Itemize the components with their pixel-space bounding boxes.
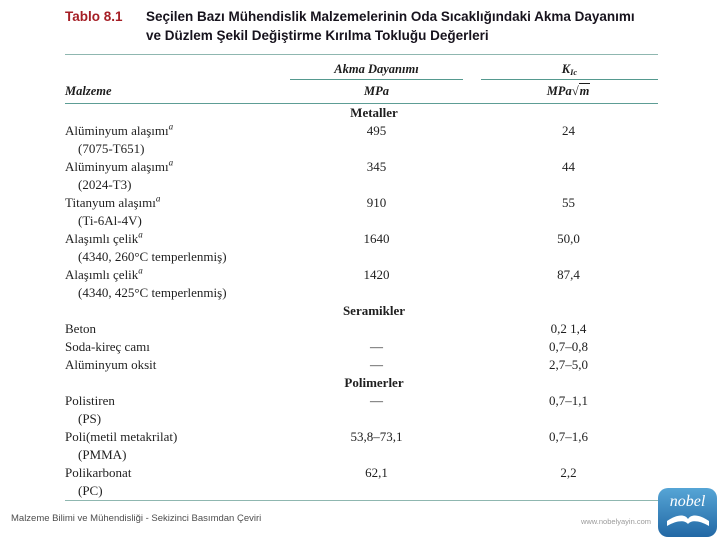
material-name: Polikarbonat (PC) [65,464,290,500]
table-row: Polikarbonat (PC) 62,1 2,2 [65,464,658,500]
material-designation: (4340, 260°C temperlenmiş) [78,249,227,265]
column-group-header-row: Akma Dayanımı KIc [65,55,658,81]
material-designation: (4340, 425°C temperlenmiş) [78,285,227,301]
footnote-marker: a [138,265,143,276]
table-title-text: Seçilen Bazı Mühendislik Malzemelerinin … [146,9,635,43]
open-book-icon [666,515,709,526]
table-row: Alaşımlı çelika (4340, 425°C temperlenmi… [65,266,658,302]
rule-header-bottom [65,103,658,105]
table-caption: Tablo 8.1 Seçilen Bazı Mühendislik Malze… [65,8,658,45]
material-designation: (PMMA) [78,447,127,463]
yield-strength-value: 1640 [363,231,390,247]
rule-top [65,54,658,56]
publisher-url: www.nobelyayin.com [580,517,651,526]
yield-strength-value: — [370,357,383,373]
table-row: Alüminyum alaşımıa (2024-T3) 345 44 [65,158,658,194]
yield-strength-value: 345 [366,159,387,175]
fracture-toughness-value: 2,7–5,0 [549,357,588,373]
material-name: Beton [65,321,97,337]
material-name: Alüminyum oksit [65,357,157,373]
material-name: Alaşımlı çelika (4340, 425°C temperlenmi… [65,266,290,302]
material-name: Alüminyum alaşımıa (2024-T3) [65,158,290,194]
sqrt-radicand: m [578,83,591,99]
nobel-publisher-logo: nobel [658,488,717,537]
materials-table: Tablo 8.1 Seçilen Bazı Mühendislik Malze… [65,8,658,502]
yield-unit-header: MPa [364,84,389,99]
table-row: Alaşımlı çelika (4340, 260°C temperlenmi… [65,230,658,266]
yield-strength-value: 495 [366,123,387,139]
yield-strength-value: — [370,393,383,409]
table-row: Alüminyum oksit — 2,7–5,0 [65,356,658,374]
material-designation: (7075-T651) [78,141,145,157]
fracture-toughness-value: 0,7–1,6 [549,429,588,445]
material-designation: (PS) [78,411,102,427]
toughness-unit-header: MPa√m [546,83,591,99]
fracture-toughness-value: 0,7–0,8 [549,339,588,355]
material-designation: (2024-T3) [78,177,132,193]
table-row: Alüminyum alaşımıa (7075-T651) 495 24 [65,122,658,158]
footnote-marker: a [168,121,174,132]
yield-strength-value: — [370,339,383,355]
fracture-toughness-value: 0,7–1,1 [549,393,588,409]
material-designation: (PC) [78,483,103,499]
table-row: Poli(metil metakrilat) (PMMA) 53,8–73,1 … [65,428,658,464]
book-title-footer: Malzeme Bilimi ve Mühendisliği - Sekizin… [11,513,262,524]
material-designation: (Ti-6Al-4V) [78,213,142,229]
material-name: Alüminyum alaşımıa (7075-T651) [65,122,290,158]
material-name: Alaşımlı çelika (4340, 260°C temperlenmi… [65,230,290,266]
table-row: Titanyum alaşımıa (Ti-6Al-4V) 910 55 [65,194,658,230]
section-header-metals: Metaller [350,105,398,121]
fracture-toughness-value: 55 [562,195,575,211]
fracture-toughness-value: 2,2 [560,465,577,481]
yield-strength-value: 62,1 [365,465,388,481]
yield-strength-value: 910 [366,195,387,211]
material-name: Poli(metil metakrilat) (PMMA) [65,428,290,464]
sqrt-symbol: √ [571,84,579,99]
material-name: Titanyum alaşımıa (Ti-6Al-4V) [65,194,290,230]
footnote-marker: a [155,193,161,204]
table-row: Soda-kireç camı — 0,7–0,8 [65,338,658,356]
footnote-marker: a [138,229,143,240]
material-column-header: Malzeme [65,84,112,99]
fracture-toughness-group-header: KIc [481,62,658,81]
spacer-cell [65,62,290,80]
table-row: Polistiren (PS) — 0,7–1,1 [65,392,658,428]
fracture-toughness-value: 50,0 [557,231,580,247]
fracture-toughness-value: 87,4 [557,267,580,283]
nobel-logo-wordmark: nobel [669,493,706,510]
fracture-toughness-value: 44 [562,159,575,175]
yield-strength-group-header: Akma Dayanımı [290,62,463,81]
rule-bottom [65,500,658,502]
yield-strength-value: 53,8–73,1 [350,429,403,445]
yield-strength-value: 1420 [363,267,390,283]
section-header-polymers: Polimerler [344,375,404,391]
fracture-toughness-value: 24 [562,123,575,139]
fracture-toughness-value: 0,2 1,4 [550,321,587,337]
table-row: Beton 0,2 1,4 [65,320,658,338]
section-header-ceramics: Seramikler [342,303,406,319]
table-body: Metaller Alüminyum alaşımıa (7075-T651) … [65,104,658,500]
material-name: Soda-kireç camı [65,339,150,355]
material-name: Polistiren (PS) [65,392,290,428]
table-number-label: Tablo 8.1 [65,9,123,24]
footnote-marker: a [168,157,174,168]
column-unit-header-row: Malzeme MPa MPa√m [65,80,658,103]
kic-subscript: Ic [570,67,578,78]
